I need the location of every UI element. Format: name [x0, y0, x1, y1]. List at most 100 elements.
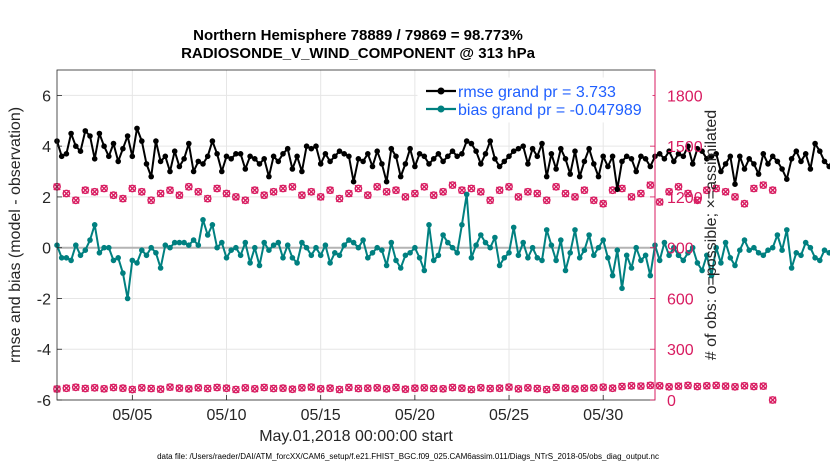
obs-possible-marker [62, 384, 71, 393]
obs-possible-marker [420, 182, 429, 191]
obs-possible-marker [241, 196, 250, 205]
bias-point [388, 239, 395, 246]
obs-assimilated-marker [241, 196, 250, 205]
obs-assimilated-marker [590, 196, 598, 205]
obs-possible-marker [62, 189, 71, 198]
obs-possible-marker [213, 184, 222, 193]
bias-point [299, 239, 305, 246]
rmse-point [374, 148, 381, 154]
obs-possible-marker [241, 383, 250, 392]
obs-possible-marker [269, 187, 278, 196]
obs-assimilated-marker [561, 189, 570, 198]
obs-assimilated-marker [646, 181, 654, 189]
bias-point [468, 254, 475, 261]
obs-possible-marker [316, 192, 325, 201]
rmse-point [793, 148, 800, 154]
bias-point [308, 252, 315, 259]
rmse-point [798, 158, 804, 165]
rmse-point [449, 148, 456, 154]
obs-assimilated-marker [514, 193, 523, 201]
obs-possible-marker [759, 181, 768, 190]
bias-point [737, 247, 743, 253]
obs-assimilated-marker [608, 186, 617, 194]
obs-assimilated-marker [156, 385, 165, 393]
bias-point [440, 232, 446, 238]
obs-assimilated-marker [674, 382, 683, 390]
obs-possible-marker [269, 384, 278, 393]
obs-assimilated-marker [524, 384, 532, 392]
bias-point [270, 242, 277, 248]
obs-assimilated-marker [665, 188, 673, 196]
obs-assimilated-marker [458, 186, 466, 194]
legend-box [417, 77, 653, 123]
bias-point [233, 244, 239, 251]
bias-point [694, 260, 701, 266]
bias-point [266, 247, 272, 253]
obs-assimilated-marker [543, 196, 551, 205]
rmse-point [440, 158, 446, 165]
obs-assimilated-marker [731, 193, 739, 201]
rmse-point [619, 158, 625, 165]
rmse-point [656, 151, 663, 157]
obs-count-series [53, 181, 777, 404]
obs-possible-marker [759, 382, 768, 390]
rmse-point [365, 151, 371, 157]
bias-point [426, 222, 432, 228]
obs-possible-marker [119, 194, 127, 203]
obs-assimilated-marker [62, 189, 71, 198]
bias-point [383, 262, 390, 269]
obs-possible-marker [307, 187, 316, 196]
rmse-point [360, 158, 366, 165]
bias-point [237, 252, 244, 259]
obs-assimilated-marker [656, 382, 664, 390]
obs-possible-marker [571, 384, 579, 393]
rmse-point [492, 156, 498, 162]
bias-point [280, 254, 286, 261]
bias-point [689, 244, 696, 251]
obs-possible-marker [231, 192, 240, 201]
rmse-point [275, 158, 282, 165]
bias-point [459, 222, 465, 228]
obs-assimilated-marker [62, 384, 71, 392]
obs-possible-marker [580, 186, 589, 195]
obs-possible-marker [307, 383, 316, 391]
bias-point [539, 257, 545, 264]
rmse-point [190, 168, 197, 175]
obs-assimilated-marker [439, 385, 447, 393]
rmse-point [284, 145, 291, 152]
rmse-point [256, 161, 263, 167]
obs-assimilated-marker [279, 384, 287, 392]
rmse-point [153, 138, 159, 144]
obs-assimilated-marker [222, 189, 231, 198]
obs-assimilated-marker [269, 188, 278, 196]
bias-series [54, 191, 830, 302]
rmse-point [63, 151, 70, 157]
rmse-point [421, 153, 428, 160]
obs-possible-marker [175, 191, 184, 200]
bias-point [817, 257, 823, 264]
obs-possible-marker [81, 186, 90, 195]
bias-point [261, 239, 268, 246]
obs-possible-marker [674, 382, 683, 390]
bias-point [219, 239, 225, 246]
obs-possible-marker [684, 189, 692, 198]
obs-possible-marker [71, 383, 80, 392]
rmse-point [426, 161, 432, 167]
bias-point [91, 222, 98, 228]
bias-point [332, 250, 338, 256]
x-axis-label: May.01,2018 00:00:00 start [259, 428, 453, 445]
obs-assimilated-marker [552, 183, 560, 191]
obs-possible-marker [542, 385, 551, 394]
obs-possible-marker [128, 385, 137, 394]
bias-point [553, 257, 559, 264]
rmse-point [110, 140, 117, 147]
obs-possible-marker [524, 383, 532, 392]
obs-possible-marker [589, 383, 598, 392]
obs-possible-marker [580, 384, 589, 393]
bias-point [124, 295, 131, 302]
obs-possible-marker [533, 384, 542, 393]
rmse-point [383, 178, 390, 185]
bias-point [713, 244, 719, 251]
obs-assimilated-marker [429, 191, 438, 199]
bias-point [675, 252, 682, 259]
